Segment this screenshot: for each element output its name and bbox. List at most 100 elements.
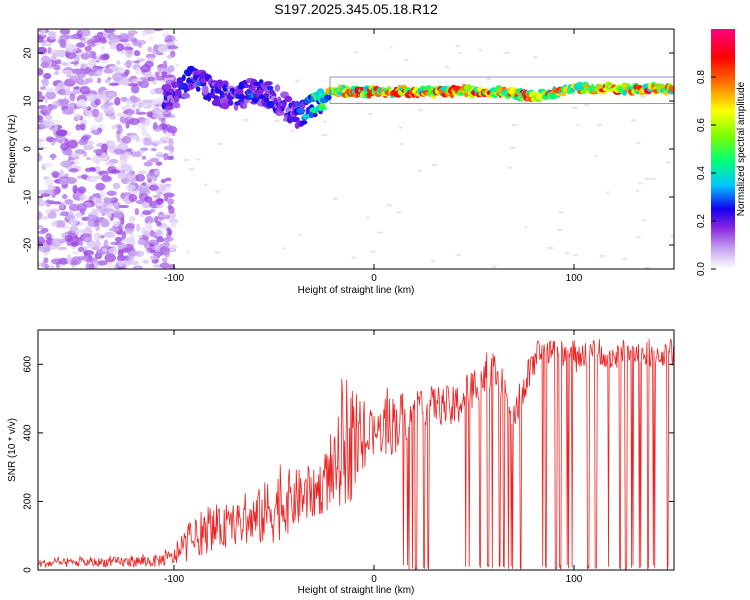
noise-blob	[159, 262, 170, 269]
noise-blob	[332, 197, 339, 200]
noise-blob	[44, 177, 54, 186]
noise-blob	[106, 190, 117, 196]
noise-blob	[128, 193, 138, 203]
noise-blob	[101, 248, 108, 253]
noise-blob	[131, 84, 140, 94]
noise-blob	[170, 220, 178, 228]
noise-blob	[45, 87, 56, 93]
noise-blob	[166, 227, 171, 232]
noise-blob	[78, 99, 87, 107]
y-tick-label: 0	[23, 567, 34, 573]
noise-blob	[86, 157, 91, 161]
noise-blob	[53, 71, 60, 75]
snr-line	[38, 338, 674, 570]
noise-blob	[396, 211, 402, 214]
noise-blob	[129, 233, 135, 242]
noise-blob	[62, 97, 69, 107]
noise-blob	[599, 254, 606, 258]
ridge-blob	[195, 86, 201, 92]
noise-blob	[166, 125, 178, 134]
noise-blob	[185, 250, 190, 253]
noise-blob	[216, 142, 222, 146]
noise-blob	[83, 250, 95, 256]
noise-blob	[55, 59, 62, 65]
noise-blob	[416, 169, 422, 172]
noise-blob	[533, 55, 538, 59]
noise-blob	[43, 72, 52, 80]
noise-blob	[38, 46, 47, 55]
noise-blob	[53, 64, 61, 71]
ridge-blob	[167, 88, 175, 94]
noise-blob	[558, 211, 564, 214]
noise-blob	[141, 119, 146, 126]
noise-blob	[67, 34, 79, 40]
noise-blob	[444, 65, 450, 68]
ridge-blob	[217, 84, 222, 90]
noise-blob	[40, 61, 50, 69]
noise-blob	[112, 72, 124, 82]
noise-blob	[116, 242, 128, 249]
noise-blob	[204, 183, 208, 186]
noise-blob	[135, 108, 140, 113]
ridge-blob	[173, 94, 180, 103]
noise-blob	[160, 118, 166, 125]
noise-blob	[134, 60, 140, 64]
noise-blob	[38, 106, 44, 110]
noise-blob	[143, 230, 150, 237]
noise-blob	[156, 97, 162, 103]
noise-blob	[83, 144, 94, 151]
noise-blob	[100, 104, 109, 110]
noise-blob	[141, 32, 148, 37]
noise-blob	[80, 174, 88, 180]
noise-blob	[376, 231, 383, 234]
noise-blob	[61, 69, 73, 75]
noise-blob	[59, 169, 64, 176]
noise-blob	[45, 209, 51, 215]
noise-blob	[153, 87, 164, 95]
noise-blob	[431, 163, 438, 167]
noise-blob	[60, 160, 73, 168]
noise-blob	[67, 139, 78, 149]
ridge-blob	[175, 88, 182, 97]
noise-blob	[75, 229, 87, 234]
colorbar-tick-label: 0.0	[696, 262, 707, 276]
ridge-blob	[301, 120, 308, 125]
ridge-blob	[359, 86, 365, 91]
noise-blob	[146, 132, 152, 140]
noise-blob	[403, 59, 410, 62]
noise-blob	[155, 204, 164, 209]
noise-blob	[118, 39, 130, 43]
noise-blob	[129, 215, 136, 223]
noise-blob	[644, 266, 651, 269]
ridge-blob	[296, 107, 306, 114]
noise-blob	[112, 220, 120, 227]
y-tick-label: 600	[23, 356, 34, 373]
noise-blob	[59, 178, 67, 185]
noise-blob	[69, 93, 76, 102]
noise-blob	[571, 106, 578, 109]
noise-blob	[70, 61, 80, 65]
ridge-blob	[187, 85, 195, 90]
noise-blob	[399, 142, 404, 146]
noise-blob	[163, 153, 169, 161]
noise-blob	[124, 49, 134, 58]
noise-blob	[93, 240, 101, 249]
noise-blob	[167, 198, 175, 205]
noise-blob	[142, 210, 152, 216]
colorbar-tick-label: 0.2	[696, 214, 707, 228]
noise-blob	[47, 47, 52, 54]
snr-series	[38, 338, 674, 570]
noise-blob	[104, 231, 116, 238]
noise-blob	[75, 124, 81, 131]
noise-blob	[135, 266, 141, 269]
noise-blob	[66, 147, 73, 157]
noise-blob	[116, 112, 123, 117]
noise-blob	[120, 177, 131, 185]
ridge-blob	[202, 85, 209, 94]
noise-blob	[80, 64, 88, 69]
noise-blob	[146, 159, 153, 165]
y-tick-label: 200	[23, 493, 34, 510]
noise-blob	[153, 122, 158, 130]
